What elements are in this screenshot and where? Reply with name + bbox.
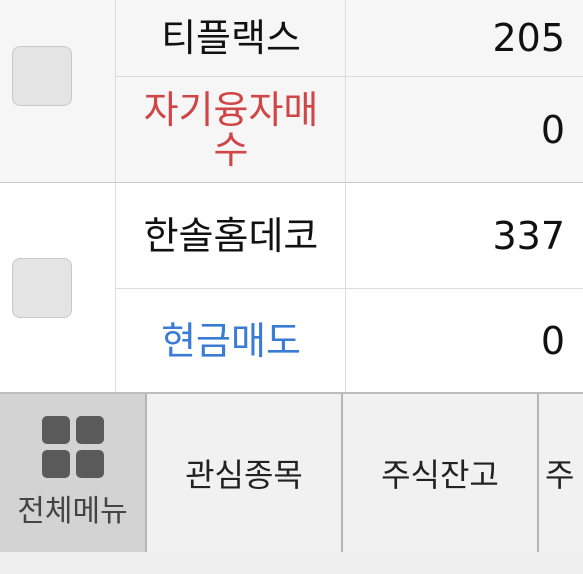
order-type-value: 0 [540, 107, 565, 152]
row-checkbox[interactable] [12, 258, 72, 318]
order-type-text: 자기융자매수 [143, 87, 319, 172]
bottom-strip [0, 552, 583, 574]
row-checkbox[interactable] [12, 46, 72, 106]
stock-row[interactable]: 한솔홈데코 337 현금매도 0 [0, 183, 583, 392]
bottom-tab-bar: 전체메뉴 관심종목 주식잔고 주 [0, 392, 583, 552]
row-select-cell [0, 183, 116, 392]
row-divider [116, 288, 583, 289]
holdings-table: 티플랙스 205 자기융자매수 0 한솔홈데코 337 현금매도 0 [0, 0, 583, 392]
tab-next-partial[interactable]: 주 [539, 394, 583, 552]
order-type-label: 자기융자매수 [117, 77, 346, 182]
order-type-value: 0 [540, 318, 565, 363]
tab-watchlist[interactable]: 관심종목 [147, 394, 343, 552]
all-menu-label: 전체메뉴 [17, 494, 128, 529]
row-divider [116, 76, 583, 77]
grid-menu-icon [41, 416, 104, 478]
stock-name: 한솔홈데코 [117, 183, 346, 288]
row-select-cell [0, 0, 116, 182]
stock-row[interactable]: 티플랙스 205 자기융자매수 0 [0, 0, 583, 183]
tab-stock-balance[interactable]: 주식잔고 [343, 394, 539, 552]
stock-price: 205 [492, 16, 565, 60]
stock-price: 337 [492, 213, 565, 258]
all-menu-button[interactable]: 전체메뉴 [0, 394, 147, 552]
order-type-label: 현금매도 [117, 289, 346, 392]
stock-name: 티플랙스 [117, 0, 346, 76]
